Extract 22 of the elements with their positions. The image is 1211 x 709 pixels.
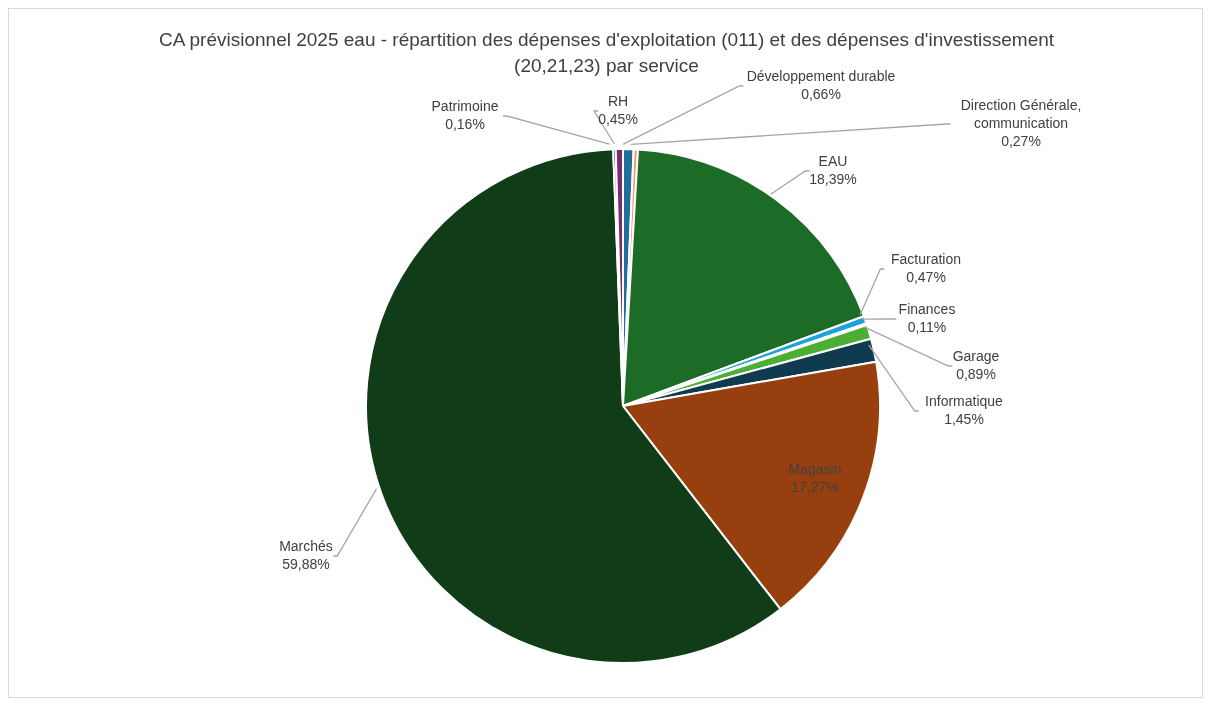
slice-label: Marchés <box>279 538 333 554</box>
slice-label: Développement durable <box>746 68 896 84</box>
slice-label: Magasin <box>788 461 842 477</box>
data-label: 0,16% <box>445 116 485 132</box>
data-label: 59,88% <box>282 556 330 572</box>
slice-label: Direction Générale, communication <box>960 97 1082 131</box>
data-label: 0,45% <box>598 111 638 127</box>
data-label: 0,89% <box>956 366 996 382</box>
slice-label: Patrimoine <box>431 98 499 114</box>
data-label: 17,27% <box>791 479 839 495</box>
slice-label: EAU <box>818 153 848 169</box>
data-label: 1,45% <box>944 411 984 427</box>
data-label: 0,47% <box>906 269 946 285</box>
data-label: 18,39% <box>809 171 857 187</box>
slice-label: Garage <box>952 348 1000 364</box>
data-label: 0,66% <box>801 86 841 102</box>
slice-label: Facturation <box>890 251 962 267</box>
data-label: 0,27% <box>1001 133 1041 149</box>
data-label: 0,11% <box>907 319 947 335</box>
slice-label: RH <box>607 93 629 109</box>
slice-label: Finances <box>898 301 956 317</box>
slice-label: Informatique <box>925 393 1004 409</box>
